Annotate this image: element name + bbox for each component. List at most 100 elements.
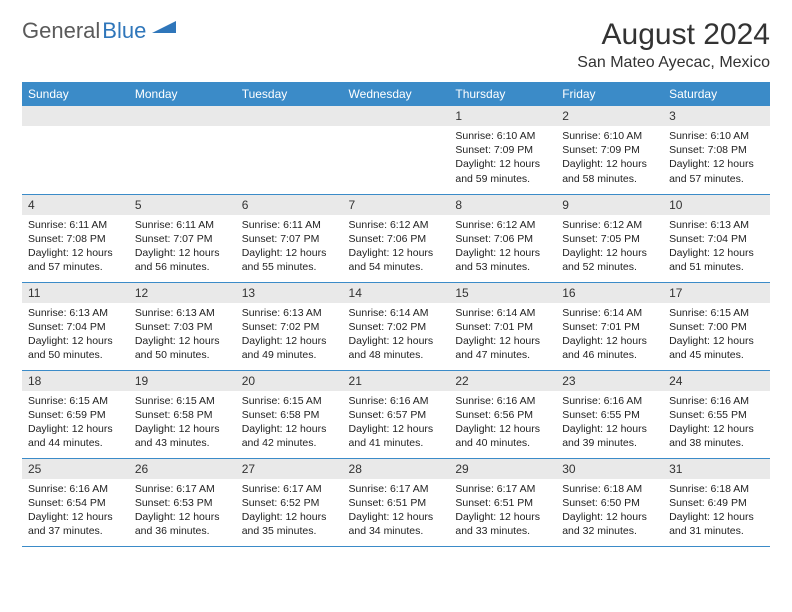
day-cell: 16Sunrise: 6:14 AMSunset: 7:01 PMDayligh…: [556, 282, 663, 370]
day-cell: 15Sunrise: 6:14 AMSunset: 7:01 PMDayligh…: [449, 282, 556, 370]
day-number: 31: [663, 459, 770, 479]
day-number: 11: [22, 283, 129, 303]
day-cell: 9Sunrise: 6:12 AMSunset: 7:05 PMDaylight…: [556, 194, 663, 282]
day-cell: 26Sunrise: 6:17 AMSunset: 6:53 PMDayligh…: [129, 458, 236, 546]
logo-text-blue: Blue: [102, 18, 146, 44]
day-cell: 8Sunrise: 6:12 AMSunset: 7:06 PMDaylight…: [449, 194, 556, 282]
day-number: 12: [129, 283, 236, 303]
dayhead-wed: Wednesday: [343, 82, 450, 106]
week-row: 25Sunrise: 6:16 AMSunset: 6:54 PMDayligh…: [22, 458, 770, 546]
location: San Mateo Ayecac, Mexico: [577, 54, 770, 72]
day-number: 14: [343, 283, 450, 303]
day-number: 16: [556, 283, 663, 303]
empty-day: [343, 106, 450, 126]
dayhead-thu: Thursday: [449, 82, 556, 106]
day-number: 18: [22, 371, 129, 391]
day-cell: 22Sunrise: 6:16 AMSunset: 6:56 PMDayligh…: [449, 370, 556, 458]
day-cell: 21Sunrise: 6:16 AMSunset: 6:57 PMDayligh…: [343, 370, 450, 458]
day-data: Sunrise: 6:10 AMSunset: 7:08 PMDaylight:…: [663, 126, 770, 190]
day-number: 7: [343, 195, 450, 215]
day-data: Sunrise: 6:13 AMSunset: 7:04 PMDaylight:…: [22, 303, 129, 367]
day-number: 6: [236, 195, 343, 215]
day-data: Sunrise: 6:17 AMSunset: 6:51 PMDaylight:…: [343, 479, 450, 543]
day-cell: 23Sunrise: 6:16 AMSunset: 6:55 PMDayligh…: [556, 370, 663, 458]
week-row: 4Sunrise: 6:11 AMSunset: 7:08 PMDaylight…: [22, 194, 770, 282]
day-number: 17: [663, 283, 770, 303]
header: GeneralBlue August 2024 San Mateo Ayecac…: [22, 18, 770, 72]
day-cell: 31Sunrise: 6:18 AMSunset: 6:49 PMDayligh…: [663, 458, 770, 546]
day-data: Sunrise: 6:12 AMSunset: 7:06 PMDaylight:…: [449, 215, 556, 279]
day-data: Sunrise: 6:17 AMSunset: 6:52 PMDaylight:…: [236, 479, 343, 543]
day-cell: 27Sunrise: 6:17 AMSunset: 6:52 PMDayligh…: [236, 458, 343, 546]
day-cell: [236, 106, 343, 194]
day-data: Sunrise: 6:14 AMSunset: 7:02 PMDaylight:…: [343, 303, 450, 367]
day-cell: 24Sunrise: 6:16 AMSunset: 6:55 PMDayligh…: [663, 370, 770, 458]
day-data: Sunrise: 6:14 AMSunset: 7:01 PMDaylight:…: [556, 303, 663, 367]
dayhead-sat: Saturday: [663, 82, 770, 106]
day-data: Sunrise: 6:15 AMSunset: 6:59 PMDaylight:…: [22, 391, 129, 455]
day-number: 23: [556, 371, 663, 391]
day-cell: 10Sunrise: 6:13 AMSunset: 7:04 PMDayligh…: [663, 194, 770, 282]
day-cell: 7Sunrise: 6:12 AMSunset: 7:06 PMDaylight…: [343, 194, 450, 282]
day-cell: 18Sunrise: 6:15 AMSunset: 6:59 PMDayligh…: [22, 370, 129, 458]
day-header-row: Sunday Monday Tuesday Wednesday Thursday…: [22, 82, 770, 106]
day-number: 4: [22, 195, 129, 215]
day-number: 24: [663, 371, 770, 391]
logo-text-general: General: [22, 18, 100, 44]
day-data: Sunrise: 6:17 AMSunset: 6:53 PMDaylight:…: [129, 479, 236, 543]
day-data: Sunrise: 6:10 AMSunset: 7:09 PMDaylight:…: [556, 126, 663, 190]
day-data: Sunrise: 6:18 AMSunset: 6:50 PMDaylight:…: [556, 479, 663, 543]
day-cell: 19Sunrise: 6:15 AMSunset: 6:58 PMDayligh…: [129, 370, 236, 458]
day-data: Sunrise: 6:18 AMSunset: 6:49 PMDaylight:…: [663, 479, 770, 543]
day-cell: 14Sunrise: 6:14 AMSunset: 7:02 PMDayligh…: [343, 282, 450, 370]
day-data: Sunrise: 6:12 AMSunset: 7:06 PMDaylight:…: [343, 215, 450, 279]
day-number: 19: [129, 371, 236, 391]
day-data: Sunrise: 6:15 AMSunset: 6:58 PMDaylight:…: [129, 391, 236, 455]
day-number: 13: [236, 283, 343, 303]
day-cell: 3Sunrise: 6:10 AMSunset: 7:08 PMDaylight…: [663, 106, 770, 194]
day-data: Sunrise: 6:15 AMSunset: 6:58 PMDaylight:…: [236, 391, 343, 455]
day-data: Sunrise: 6:11 AMSunset: 7:07 PMDaylight:…: [236, 215, 343, 279]
day-number: 9: [556, 195, 663, 215]
day-cell: 11Sunrise: 6:13 AMSunset: 7:04 PMDayligh…: [22, 282, 129, 370]
day-data: Sunrise: 6:11 AMSunset: 7:08 PMDaylight:…: [22, 215, 129, 279]
day-cell: 5Sunrise: 6:11 AMSunset: 7:07 PMDaylight…: [129, 194, 236, 282]
day-number: 5: [129, 195, 236, 215]
dayhead-fri: Friday: [556, 82, 663, 106]
day-data: Sunrise: 6:16 AMSunset: 6:55 PMDaylight:…: [556, 391, 663, 455]
day-data: Sunrise: 6:16 AMSunset: 6:54 PMDaylight:…: [22, 479, 129, 543]
day-cell: [129, 106, 236, 194]
day-cell: 25Sunrise: 6:16 AMSunset: 6:54 PMDayligh…: [22, 458, 129, 546]
week-row: 11Sunrise: 6:13 AMSunset: 7:04 PMDayligh…: [22, 282, 770, 370]
day-number: 26: [129, 459, 236, 479]
dayhead-mon: Monday: [129, 82, 236, 106]
dayhead-sun: Sunday: [22, 82, 129, 106]
day-data: Sunrise: 6:14 AMSunset: 7:01 PMDaylight:…: [449, 303, 556, 367]
day-cell: 30Sunrise: 6:18 AMSunset: 6:50 PMDayligh…: [556, 458, 663, 546]
empty-day: [22, 106, 129, 126]
day-number: 30: [556, 459, 663, 479]
day-cell: 4Sunrise: 6:11 AMSunset: 7:08 PMDaylight…: [22, 194, 129, 282]
day-cell: 20Sunrise: 6:15 AMSunset: 6:58 PMDayligh…: [236, 370, 343, 458]
logo: GeneralBlue: [22, 18, 178, 44]
day-data: Sunrise: 6:16 AMSunset: 6:55 PMDaylight:…: [663, 391, 770, 455]
title-block: August 2024 San Mateo Ayecac, Mexico: [577, 18, 770, 72]
day-data: Sunrise: 6:12 AMSunset: 7:05 PMDaylight:…: [556, 215, 663, 279]
day-number: 29: [449, 459, 556, 479]
day-number: 27: [236, 459, 343, 479]
day-cell: 6Sunrise: 6:11 AMSunset: 7:07 PMDaylight…: [236, 194, 343, 282]
day-data: Sunrise: 6:15 AMSunset: 7:00 PMDaylight:…: [663, 303, 770, 367]
day-cell: 17Sunrise: 6:15 AMSunset: 7:00 PMDayligh…: [663, 282, 770, 370]
calendar-table: Sunday Monday Tuesday Wednesday Thursday…: [22, 82, 770, 547]
month-title: August 2024: [577, 18, 770, 52]
logo-triangle-icon: [152, 19, 178, 42]
day-number: 21: [343, 371, 450, 391]
day-cell: [343, 106, 450, 194]
day-number: 28: [343, 459, 450, 479]
day-data: Sunrise: 6:17 AMSunset: 6:51 PMDaylight:…: [449, 479, 556, 543]
day-cell: 2Sunrise: 6:10 AMSunset: 7:09 PMDaylight…: [556, 106, 663, 194]
day-data: Sunrise: 6:13 AMSunset: 7:02 PMDaylight:…: [236, 303, 343, 367]
day-data: Sunrise: 6:13 AMSunset: 7:03 PMDaylight:…: [129, 303, 236, 367]
dayhead-tue: Tuesday: [236, 82, 343, 106]
week-row: 18Sunrise: 6:15 AMSunset: 6:59 PMDayligh…: [22, 370, 770, 458]
